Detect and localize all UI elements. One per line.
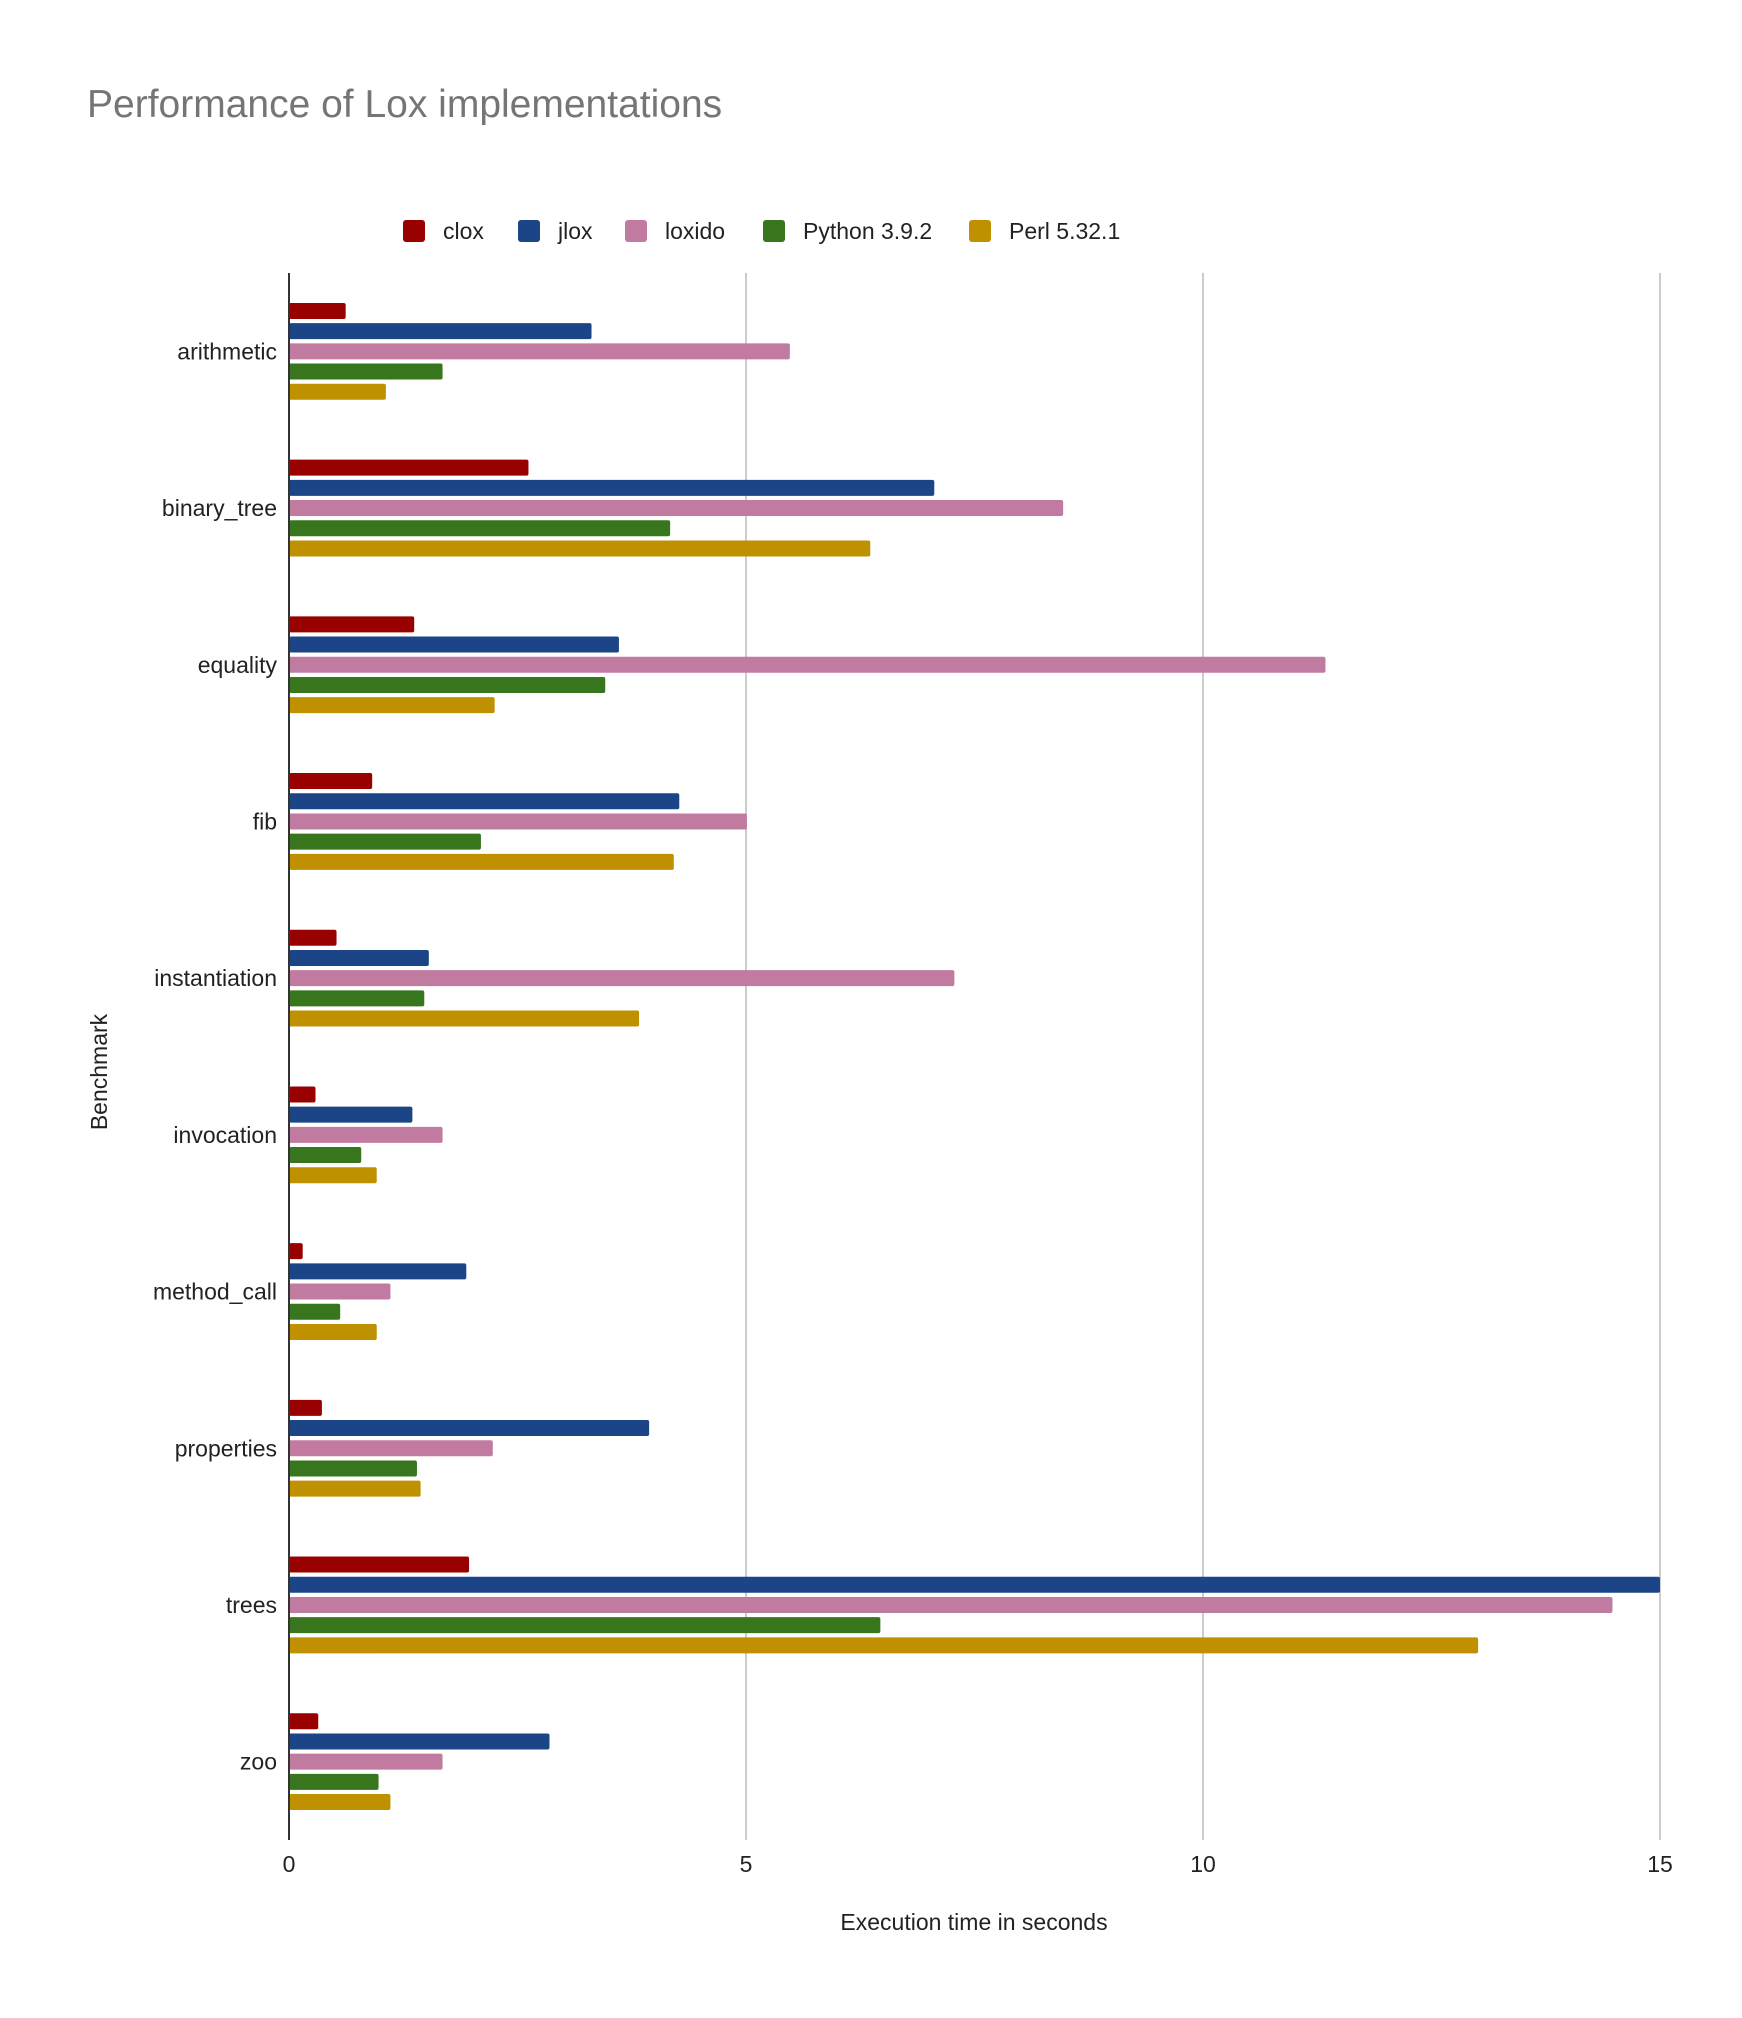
legend-swatch-loxido (625, 220, 647, 242)
legend-item-perl-5-32-1: Perl 5.32.1 (969, 218, 1120, 244)
x-tick-label-15: 15 (1647, 1851, 1673, 1877)
bar-python-3-9-2-invocation (289, 1147, 362, 1164)
bar-loxido-instantiation (289, 970, 955, 987)
category-label-method-call: method_call (153, 1279, 277, 1305)
bar-perl-5-32-1-zoo (289, 1794, 391, 1811)
bar-clox-zoo (289, 1713, 319, 1730)
legend-item-loxido: loxido (625, 218, 725, 244)
bar-jlox-instantiation (289, 949, 429, 966)
bar-clox-instantiation (289, 929, 337, 946)
category-label-fib: fib (253, 808, 277, 834)
bar-python-3-9-2-equality (289, 676, 606, 693)
legend-item-python-3-9-2: Python 3.9.2 (763, 218, 932, 244)
legend-item-jlox: jlox (518, 218, 593, 244)
legend-swatch-python-3-9-2 (763, 220, 785, 242)
chart-title: Performance of Lox implementations (87, 83, 722, 126)
bar-clox-properties (289, 1399, 322, 1416)
bar-python-3-9-2-properties (289, 1460, 417, 1477)
legend: clox jlox loxido Python 3.9.2 Perl 5.32.1 (403, 218, 1120, 244)
category-label-instantiation: instantiation (154, 965, 277, 991)
bar-perl-5-32-1-binary-tree (289, 540, 871, 557)
legend-label-perl-5-32-1: Perl 5.32.1 (1009, 218, 1120, 244)
category-label-arithmetic: arithmetic (177, 338, 277, 364)
bar-python-3-9-2-method-call (289, 1303, 341, 1320)
bar-clox-trees (289, 1556, 470, 1573)
category-label-equality: equality (198, 652, 278, 678)
legend-swatch-jlox (518, 220, 540, 242)
bar-perl-5-32-1-arithmetic (289, 383, 386, 400)
bar-clox-equality (289, 616, 415, 633)
bar-loxido-arithmetic (289, 343, 790, 360)
bar-perl-5-32-1-trees (289, 1637, 1479, 1654)
bar-loxido-invocation (289, 1126, 443, 1143)
bar-loxido-equality (289, 656, 1326, 673)
bar-jlox-equality (289, 636, 619, 653)
bar-loxido-zoo (289, 1753, 443, 1770)
bar-jlox-method-call (289, 1263, 467, 1280)
x-tick-label-5: 5 (740, 1851, 753, 1877)
category-label-trees: trees (226, 1592, 277, 1618)
category-label-properties: properties (175, 1435, 277, 1461)
bar-loxido-fib (289, 813, 747, 830)
legend-label-clox: clox (443, 218, 484, 244)
bar-jlox-fib (289, 793, 680, 810)
legend-label-loxido: loxido (665, 218, 725, 244)
bar-jlox-arithmetic (289, 323, 592, 340)
x-tick-label-0: 0 (283, 1851, 296, 1877)
legend-label-python-3-9-2: Python 3.9.2 (803, 218, 932, 244)
bar-python-3-9-2-trees (289, 1617, 881, 1634)
legend-label-jlox: jlox (557, 218, 593, 244)
bar-loxido-trees (289, 1596, 1613, 1613)
bar-perl-5-32-1-equality (289, 697, 495, 714)
bar-python-3-9-2-binary-tree (289, 520, 671, 537)
bar-jlox-trees (289, 1576, 1660, 1593)
bar-perl-5-32-1-invocation (289, 1167, 377, 1184)
x-tick-labels: 0 5 10 15 (283, 1851, 1673, 1877)
bar-perl-5-32-1-properties (289, 1480, 421, 1497)
bar-jlox-zoo (289, 1733, 550, 1750)
bar-clox-binary-tree (289, 459, 529, 476)
bar-clox-fib (289, 773, 373, 790)
bar-perl-5-32-1-instantiation (289, 1010, 640, 1027)
category-label-binary-tree: binary_tree (162, 495, 277, 521)
x-tick-label-10: 10 (1190, 1851, 1216, 1877)
legend-swatch-perl-5-32-1 (969, 220, 991, 242)
bar-python-3-9-2-zoo (289, 1773, 379, 1790)
bars (289, 302, 1660, 1811)
bar-loxido-binary-tree (289, 500, 1064, 517)
bar-clox-invocation (289, 1086, 316, 1103)
category-labels: arithmetic binary_tree equality fib instanti… (153, 338, 278, 1774)
x-axis-title: Execution time in seconds (840, 1909, 1107, 1935)
bar-clox-arithmetic (289, 302, 346, 319)
bar-jlox-properties (289, 1420, 650, 1437)
bar-jlox-invocation (289, 1106, 413, 1123)
bar-loxido-properties (289, 1440, 493, 1457)
bar-perl-5-32-1-fib (289, 853, 674, 870)
category-label-zoo: zoo (240, 1749, 277, 1775)
bar-python-3-9-2-fib (289, 833, 481, 850)
bar-clox-method-call (289, 1243, 303, 1260)
legend-item-clox: clox (403, 218, 484, 244)
bar-jlox-binary-tree (289, 479, 935, 496)
bar-loxido-method-call (289, 1283, 391, 1300)
y-axis-title: Benchmark (86, 1013, 112, 1130)
bar-python-3-9-2-instantiation (289, 990, 425, 1007)
category-label-invocation: invocation (173, 1122, 277, 1148)
bar-perl-5-32-1-method-call (289, 1323, 377, 1340)
bar-python-3-9-2-arithmetic (289, 363, 443, 380)
legend-swatch-clox (403, 220, 425, 242)
